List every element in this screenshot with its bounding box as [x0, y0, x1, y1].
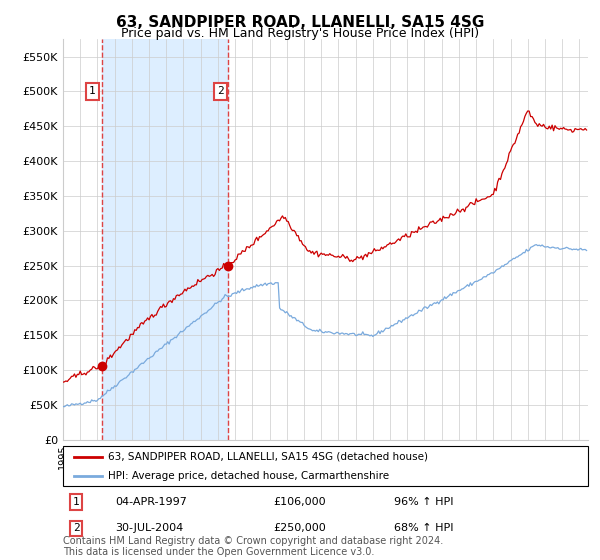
Text: 96% ↑ HPI: 96% ↑ HPI: [394, 497, 453, 507]
Text: 2: 2: [217, 86, 224, 96]
Text: 04-APR-1997: 04-APR-1997: [115, 497, 187, 507]
Text: 30-JUL-2004: 30-JUL-2004: [115, 524, 184, 534]
Text: 63, SANDPIPER ROAD, LLANELLI, SA15 4SG: 63, SANDPIPER ROAD, LLANELLI, SA15 4SG: [116, 15, 484, 30]
Text: Price paid vs. HM Land Registry's House Price Index (HPI): Price paid vs. HM Land Registry's House …: [121, 27, 479, 40]
Text: 1: 1: [73, 497, 79, 507]
Text: 68% ↑ HPI: 68% ↑ HPI: [394, 524, 453, 534]
Text: Contains HM Land Registry data © Crown copyright and database right 2024.
This d: Contains HM Land Registry data © Crown c…: [63, 535, 443, 557]
FancyBboxPatch shape: [63, 446, 588, 486]
Text: £250,000: £250,000: [273, 524, 326, 534]
Text: HPI: Average price, detached house, Carmarthenshire: HPI: Average price, detached house, Carm…: [107, 471, 389, 481]
Bar: [102, 39, 228, 440]
Text: 1: 1: [89, 86, 95, 96]
Text: 63, SANDPIPER ROAD, LLANELLI, SA15 4SG (detached house): 63, SANDPIPER ROAD, LLANELLI, SA15 4SG (…: [107, 452, 428, 461]
Text: 2: 2: [73, 524, 79, 534]
Text: £106,000: £106,000: [273, 497, 326, 507]
